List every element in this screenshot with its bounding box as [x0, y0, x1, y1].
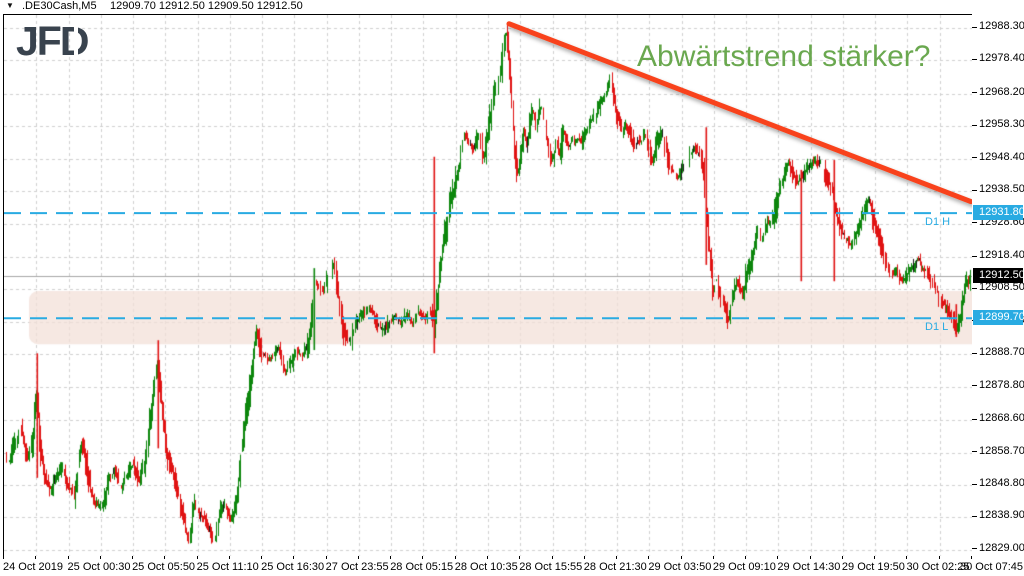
time-axis-label: 30 Oct 07:45	[960, 561, 1023, 573]
time-axis-label: 29 Oct 03:50	[648, 561, 712, 573]
symbol-timeframe-label: .DE30Cash,M5	[22, 0, 97, 12]
jfd-logo-stencil-gap	[74, 22, 78, 56]
candlestick-canvas[interactable]	[4, 15, 972, 557]
time-axis-tick	[422, 556, 424, 559]
price-axis-tick	[972, 255, 977, 257]
time-axis-tick	[67, 556, 69, 559]
time-axis-tick	[874, 556, 876, 559]
price-axis-label: 12838.90	[979, 509, 1024, 522]
time-axis-label: 28 Oct 10:35	[454, 561, 518, 573]
price-axis-label: 12948.40	[979, 150, 1024, 163]
time-axis-tick	[487, 556, 488, 559]
jfd-logo: JFD	[16, 18, 89, 65]
time-axis-tick	[841, 556, 843, 559]
time-axis-tick	[583, 556, 585, 559]
price-axis-tick	[972, 92, 977, 94]
price-axis-tick	[972, 548, 977, 550]
price-axis-tick	[972, 58, 977, 60]
time-axis[interactable]: 24 Oct 2019 25 Oct 00:30 25 Oct 05:50 25 Oc…	[0, 556, 1024, 576]
time-axis-label: 25 Oct 16:30	[261, 561, 325, 573]
price-axis[interactable]: 12988.30 12978.40 12968.20 12958.30 12948.40…	[972, 14, 1024, 556]
downtrend-line[interactable]	[506, 21, 972, 205]
time-axis-tick	[680, 556, 682, 559]
price-axis-label: 12868.60	[979, 412, 1024, 425]
time-axis-tick	[906, 556, 908, 559]
time-axis-tick	[357, 556, 359, 559]
price-axis-label: 12908.50	[979, 281, 1024, 294]
price-axis-tick	[972, 189, 977, 191]
price-axis-tick	[972, 222, 977, 224]
time-axis-tick	[293, 556, 295, 559]
time-axis-tick	[648, 556, 650, 559]
time-axis-tick	[325, 556, 327, 559]
chart-objects-overlay	[4, 21, 972, 320]
time-axis-tick	[777, 556, 779, 559]
time-axis-tick	[519, 556, 521, 559]
time-axis-label: 30 Oct 02:25	[906, 561, 970, 573]
time-axis-tick	[712, 556, 714, 559]
price-axis-label: 12848.80	[979, 477, 1024, 490]
price-axis-label: 12829.00	[979, 541, 1024, 554]
price-axis-label: 12968.20	[979, 85, 1024, 98]
price-axis-tick	[972, 352, 977, 354]
time-axis-tick	[228, 556, 230, 559]
time-axis-label: 29 Oct 09:10	[712, 561, 776, 573]
plot-area: Abwärtstrend stärker? D1 H D1 L	[3, 14, 973, 558]
time-axis-label: 28 Oct 15:55	[519, 561, 583, 573]
d1-high-price-badge: 12931.80	[973, 204, 1024, 220]
time-axis-tick	[390, 556, 392, 559]
time-axis-tick	[551, 556, 553, 559]
time-axis-tick	[938, 556, 940, 559]
time-axis-label: 29 Oct 14:30	[777, 561, 841, 573]
time-axis-label: 29 Oct 19:50	[841, 561, 905, 573]
price-axis-label: 12958.30	[979, 118, 1024, 131]
price-axis-label: 12988.30	[979, 20, 1024, 32]
d1-high-label[interactable]: D1 H	[925, 216, 951, 229]
price-axis-label: 12978.40	[979, 52, 1024, 65]
price-axis-label: 12918.40	[979, 249, 1024, 261]
time-axis-label: 24 Oct 2019	[3, 561, 63, 573]
price-axis-label: 12938.50	[979, 183, 1024, 196]
time-axis-label: 27 Oct 23:55	[325, 561, 389, 573]
d1-low-price-badge: 12899.70	[973, 309, 1024, 325]
time-axis-label: 25 Oct 05:50	[132, 561, 196, 573]
time-axis-tick	[132, 556, 134, 559]
time-axis-tick	[99, 556, 101, 559]
time-axis-tick	[745, 556, 747, 559]
time-axis-label: 28 Oct 05:15	[390, 561, 454, 573]
price-axis-tick	[972, 124, 977, 126]
price-axis-tick	[972, 451, 977, 453]
time-axis-tick	[164, 556, 166, 559]
time-axis-label: 25 Oct 11:10	[196, 561, 259, 573]
price-axis-label: 12858.70	[979, 444, 1024, 457]
time-axis-tick	[971, 556, 972, 559]
current-price-badge: 12912.50	[973, 267, 1024, 283]
price-axis-tick	[972, 26, 977, 28]
price-axis-tick	[972, 287, 977, 289]
price-axis-tick	[972, 418, 977, 420]
time-axis-tick	[261, 556, 263, 559]
time-axis-tick	[196, 556, 198, 559]
time-axis-tick	[809, 556, 811, 559]
price-axis-tick	[972, 385, 977, 387]
time-axis-tick	[3, 556, 4, 559]
price-axis-tick	[972, 157, 977, 159]
time-axis-tick	[35, 556, 37, 559]
price-axis-label: 12888.70	[979, 346, 1024, 359]
time-axis-tick	[616, 556, 618, 559]
price-axis-tick	[972, 483, 977, 485]
chart-title-bar: ▼ .DE30Cash,M5 12909.70 12912.50 12909.5…	[0, 0, 1024, 14]
ohlc-quote-text: 12909.70 12912.50 12909.50 12912.50	[110, 0, 303, 12]
annotation-text[interactable]: Abwärtstrend stärker?	[637, 40, 931, 73]
price-axis-label: 12878.80	[979, 378, 1024, 391]
price-axis-tick	[972, 515, 977, 517]
time-axis-tick	[454, 556, 456, 559]
time-axis-label: 25 Oct 00:30	[67, 561, 131, 573]
symbol-dropdown-icon[interactable]: ▼	[6, 1, 14, 10]
time-axis-label: 28 Oct 21:30	[583, 561, 647, 573]
d1-low-label[interactable]: D1 L	[925, 321, 949, 334]
